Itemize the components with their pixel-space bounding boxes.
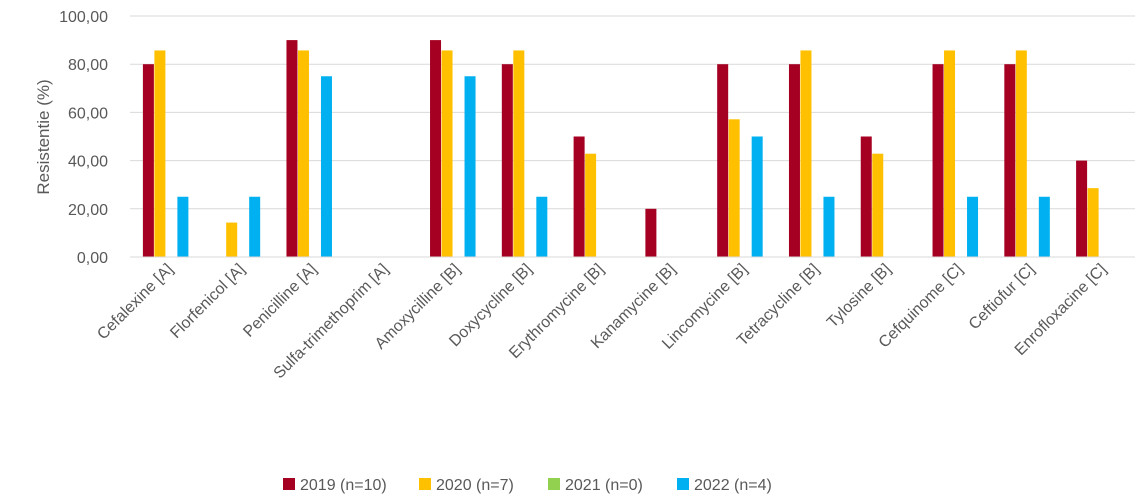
- x-category-label: Ceftiofur [C]: [966, 261, 1038, 333]
- legend-swatch: [677, 478, 689, 490]
- bar-3-2: [320, 76, 332, 257]
- bar-3-11: [967, 196, 979, 257]
- bar-0-9: [788, 64, 800, 257]
- legend: 2019 (n=10) 2020 (n=7) 2021 (n=0) 2022 (n=4…: [283, 477, 772, 494]
- bar-1-10: [872, 153, 884, 257]
- x-category-label: Penicilline [A]: [240, 261, 320, 341]
- bar-1-2: [297, 50, 309, 257]
- y-tick-label: 40,00: [68, 154, 108, 171]
- bar-0-4: [430, 40, 442, 257]
- y-tick-label: 60,00: [68, 105, 108, 122]
- bar-0-11: [932, 64, 944, 257]
- bar-0-0: [142, 64, 154, 257]
- bar-1-12: [1015, 50, 1027, 257]
- legend-label: 2021 (n=0): [565, 477, 643, 494]
- x-category-label: Florfenicol [A]: [167, 261, 248, 342]
- bar-3-1: [249, 196, 261, 257]
- bar-3-9: [823, 196, 835, 257]
- bar-1-8: [728, 119, 740, 257]
- bar-1-11: [944, 50, 956, 257]
- bar-0-2: [286, 40, 298, 257]
- bar-0-5: [501, 64, 513, 257]
- legend-swatch: [548, 478, 560, 490]
- bar-0-10: [860, 136, 872, 257]
- legend-label: 2022 (n=4): [694, 477, 772, 494]
- bars: [142, 40, 1099, 257]
- bar-0-6: [573, 136, 585, 257]
- x-category-label: Tylosine [B]: [824, 261, 895, 332]
- bar-3-4: [464, 76, 476, 257]
- bar-1-13: [1087, 188, 1099, 257]
- bar-0-8: [717, 64, 729, 257]
- bar-3-5: [536, 196, 548, 257]
- gridlines: [130, 15, 1135, 258]
- y-axis-ticks: 0,00 20,00 40,00 60,00 80,00 100,00: [59, 9, 108, 267]
- bar-1-4: [441, 50, 453, 257]
- bar-1-5: [513, 50, 525, 257]
- legend-swatch: [419, 478, 431, 490]
- legend-swatch: [283, 478, 295, 490]
- x-axis-labels: Cefalexine [A]Florfenicol [A]Penicilline…: [94, 261, 1110, 382]
- bar-0-12: [1004, 64, 1016, 257]
- bar-0-7: [645, 208, 657, 257]
- y-tick-label: 20,00: [68, 202, 108, 219]
- y-axis-title: Resistentie (%): [34, 79, 53, 194]
- bar-0-13: [1076, 160, 1088, 257]
- y-tick-label: 100,00: [59, 9, 108, 26]
- bar-1-1: [226, 222, 238, 257]
- bar-1-0: [154, 50, 166, 257]
- y-tick-label: 80,00: [68, 57, 108, 74]
- legend-label: 2020 (n=7): [436, 477, 514, 494]
- bar-3-8: [751, 136, 763, 257]
- bar-1-9: [800, 50, 812, 257]
- y-tick-label: 0,00: [77, 250, 108, 267]
- x-category-label: Cefalexine [A]: [94, 261, 176, 343]
- bar-3-12: [1038, 196, 1050, 257]
- bar-3-0: [177, 196, 189, 257]
- bar-1-6: [585, 153, 597, 257]
- legend-label: 2019 (n=10): [300, 477, 387, 494]
